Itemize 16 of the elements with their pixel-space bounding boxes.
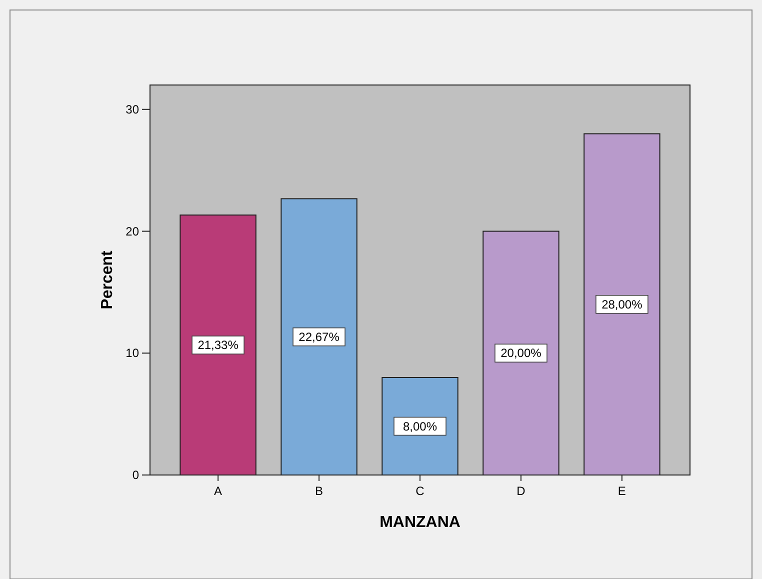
- data-label: 21,33%: [198, 338, 239, 352]
- y-tick-label: 30: [126, 102, 140, 116]
- y-tick-label: 10: [126, 346, 140, 360]
- data-label: 8,00%: [402, 419, 438, 434]
- y-tick-label: 0: [132, 468, 140, 482]
- x-tick-label: D: [516, 484, 526, 498]
- x-tick-label: A: [214, 484, 222, 498]
- x-axis-title: MANZANA: [380, 514, 461, 531]
- y-tick-label: 20: [126, 224, 140, 238]
- x-tick-label: B: [315, 484, 324, 498]
- x-tick-label: E: [618, 484, 626, 498]
- data-label: 20,00%: [500, 346, 542, 360]
- data-label: 28,00%: [602, 297, 643, 312]
- data-label: 22,67%: [298, 330, 340, 344]
- y-axis-title: Percent: [99, 250, 116, 310]
- x-tick-label: C: [416, 484, 425, 498]
